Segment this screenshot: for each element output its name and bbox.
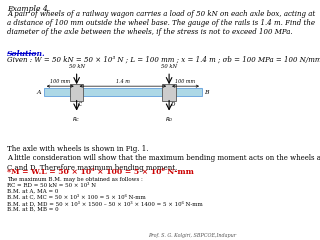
Text: B: B xyxy=(204,90,209,95)
Text: $R_D$: $R_D$ xyxy=(165,115,173,124)
Text: Example 4.: Example 4. xyxy=(7,5,51,13)
Text: Solution.: Solution. xyxy=(7,50,46,58)
Text: A pair of wheels of a railway wagon carries a load of 50 kN on each axle box, ac: A pair of wheels of a railway wagon carr… xyxy=(7,10,316,36)
Text: A: A xyxy=(37,90,41,95)
Text: 50 kN: 50 kN xyxy=(161,64,177,69)
Bar xyxy=(44,88,202,96)
Text: D: D xyxy=(170,102,175,107)
Text: Given : W = 50 kN = 50 × 10³ N ; L = 100 mm ; x = 1.4 m ; σb = 100 MPa = 100 N/m: Given : W = 50 kN = 50 × 10³ N ; L = 100… xyxy=(7,56,320,64)
Text: 1.4 m: 1.4 m xyxy=(116,79,130,84)
Text: 100 mm: 100 mm xyxy=(50,79,70,84)
Bar xyxy=(163,84,176,101)
Text: C: C xyxy=(78,102,82,107)
Text: $R_C$: $R_C$ xyxy=(72,115,81,124)
Text: The axle with wheels is shown in Fig. 1.
A little consideration will show that t: The axle with wheels is shown in Fig. 1.… xyxy=(7,145,320,172)
Text: 100 mm: 100 mm xyxy=(175,79,196,84)
Text: *M = W.L = 50 × 10³ × 100 = 5 × 10⁶ N-mm: *M = W.L = 50 × 10³ × 100 = 5 × 10⁶ N-mm xyxy=(7,168,194,175)
Text: Prof. S. G. Kolgiri, SBPCOE,Indapur: Prof. S. G. Kolgiri, SBPCOE,Indapur xyxy=(148,233,236,238)
Bar xyxy=(70,84,83,101)
Text: 50 kN: 50 kN xyxy=(68,64,85,69)
Text: The maximum B.M. may be obtained as follows :
RC = RD = 50 kN = 50 × 10³ N
B.M. : The maximum B.M. may be obtained as foll… xyxy=(7,177,203,212)
